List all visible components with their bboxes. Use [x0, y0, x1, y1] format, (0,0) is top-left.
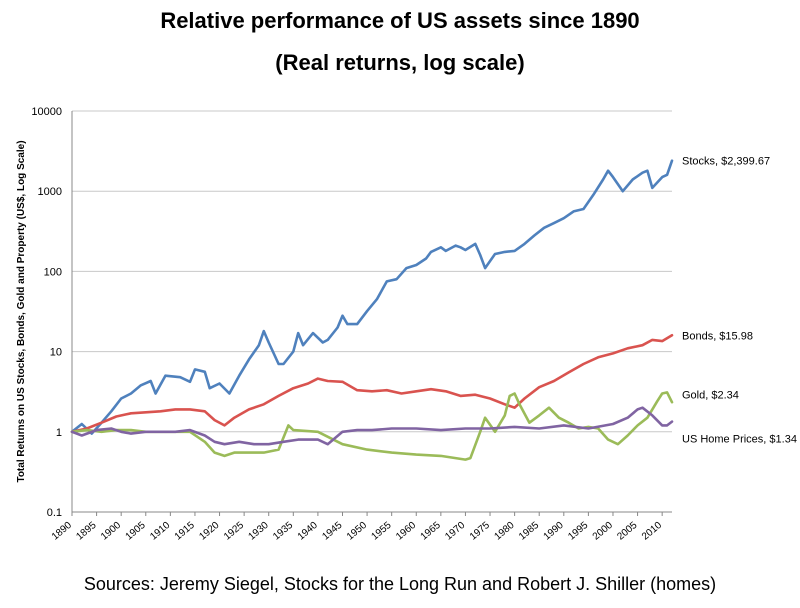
- x-tick-label: 1925: [222, 520, 246, 543]
- x-tick-label: 1955: [369, 520, 393, 543]
- x-tick-label: 1950: [345, 520, 369, 543]
- y-axis-label: Total Returns on US Stocks, Bonds, Gold …: [16, 140, 27, 482]
- chart-subtitle: (Real returns, log scale): [275, 50, 525, 75]
- end-label-stocks: Stocks, $2,399.67: [682, 156, 770, 168]
- y-tick-label: 100: [44, 266, 62, 278]
- x-tick-label: 1940: [296, 520, 320, 543]
- x-tick-label: 2010: [640, 520, 664, 543]
- x-tick-label: 1920: [197, 520, 221, 543]
- end-label-gold: Gold, $2.34: [682, 390, 739, 402]
- y-tick-label: 1: [56, 427, 62, 439]
- x-tick-label: 1945: [320, 520, 344, 543]
- source-note: Sources: Jeremy Siegel, Stocks for the L…: [83, 574, 717, 594]
- x-tick-label: 1995: [566, 520, 590, 543]
- x-tick-label: 1975: [468, 520, 492, 543]
- y-tick-label: 0.1: [47, 507, 62, 519]
- x-tick-label: 2000: [591, 520, 615, 543]
- x-tick-label: 1960: [394, 520, 418, 543]
- x-tick-label: 1965: [419, 520, 443, 543]
- x-tick-label: 1900: [99, 520, 123, 543]
- x-tick-label: 1935: [271, 520, 295, 543]
- x-tick-label: 1980: [492, 520, 516, 543]
- x-tick-label: 1905: [124, 520, 148, 543]
- series-line-stocks: [70, 159, 674, 435]
- y-tick-label: 10000: [31, 106, 62, 118]
- series-line-gold: [70, 391, 674, 461]
- series-line-us-home-prices: [70, 406, 674, 446]
- x-tick-label: 1890: [50, 520, 74, 543]
- x-tick-label: 1895: [74, 520, 98, 543]
- end-label-us-home-prices: US Home Prices, $1.34: [682, 434, 797, 446]
- x-tick-label: 2005: [615, 520, 639, 543]
- x-tick-label: 1930: [247, 520, 271, 543]
- end-label-bonds: Bonds, $15.98: [682, 330, 753, 342]
- y-tick-label: 10: [50, 347, 62, 359]
- x-tick-label: 1915: [173, 520, 197, 543]
- y-tick-label: 1000: [38, 186, 62, 198]
- x-tick-label: 1990: [542, 520, 566, 543]
- series-line-bonds: [70, 333, 674, 434]
- x-tick-label: 1970: [443, 520, 467, 543]
- x-tick-label: 1910: [148, 520, 172, 543]
- x-tick-label: 1985: [517, 520, 541, 543]
- chart-title: Relative performance of US assets since …: [160, 8, 640, 33]
